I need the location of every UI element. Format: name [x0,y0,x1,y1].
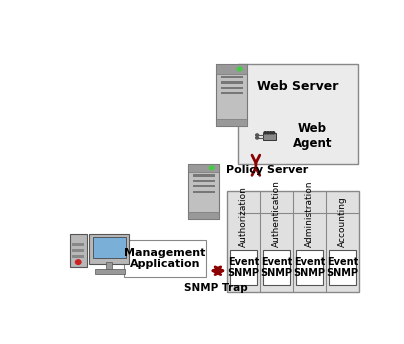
FancyBboxPatch shape [193,180,215,182]
FancyBboxPatch shape [230,250,257,286]
FancyBboxPatch shape [217,119,247,126]
Circle shape [269,132,272,134]
FancyBboxPatch shape [188,213,219,219]
FancyBboxPatch shape [221,76,243,78]
Text: Accounting: Accounting [338,196,347,247]
FancyBboxPatch shape [188,164,219,172]
FancyBboxPatch shape [329,250,356,286]
Circle shape [256,134,259,136]
Text: Policy Server: Policy Server [226,165,308,175]
Text: Web Server: Web Server [257,80,339,93]
Text: Event
SNMP: Event SNMP [294,257,326,278]
FancyBboxPatch shape [193,174,215,177]
Circle shape [256,137,259,139]
FancyBboxPatch shape [263,133,276,140]
FancyBboxPatch shape [263,250,290,286]
FancyBboxPatch shape [124,240,206,277]
FancyBboxPatch shape [89,234,129,264]
FancyBboxPatch shape [238,64,358,164]
FancyBboxPatch shape [296,250,323,286]
Text: Management
Application: Management Application [124,248,206,269]
FancyBboxPatch shape [95,269,124,275]
FancyBboxPatch shape [221,87,243,89]
Text: Event
SNMP: Event SNMP [261,257,292,278]
Text: Event
SNMP: Event SNMP [326,257,358,278]
FancyBboxPatch shape [72,255,84,258]
FancyBboxPatch shape [221,81,243,84]
FancyBboxPatch shape [217,64,247,126]
Circle shape [76,260,81,265]
FancyBboxPatch shape [106,262,112,270]
Circle shape [264,132,267,134]
Circle shape [272,132,275,134]
Circle shape [267,132,269,134]
FancyBboxPatch shape [221,92,243,94]
Circle shape [209,166,214,170]
Text: Authorization: Authorization [239,186,248,247]
FancyBboxPatch shape [217,64,247,74]
FancyBboxPatch shape [72,243,84,246]
FancyBboxPatch shape [227,191,359,291]
FancyBboxPatch shape [72,249,84,252]
Circle shape [237,67,242,71]
FancyBboxPatch shape [93,237,126,258]
Text: Administration: Administration [305,180,314,247]
Text: Authentication: Authentication [272,180,281,247]
FancyBboxPatch shape [70,234,87,267]
FancyBboxPatch shape [193,191,215,193]
FancyBboxPatch shape [188,164,219,219]
FancyBboxPatch shape [193,185,215,187]
Text: Event
SNMP: Event SNMP [228,257,260,278]
Text: Web
Agent: Web Agent [293,122,332,150]
Text: SNMP Trap: SNMP Trap [185,283,248,293]
